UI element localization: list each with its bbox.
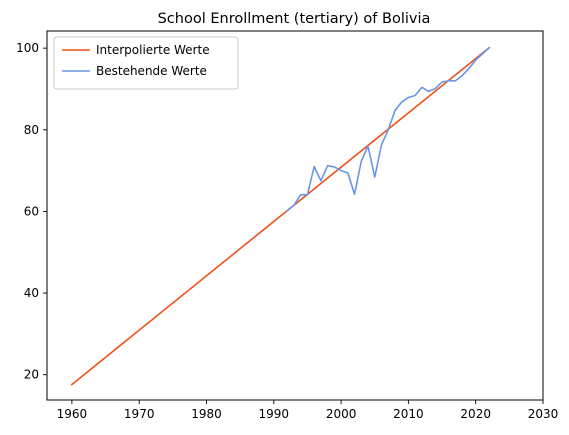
y-tick-label: 80 [24,123,39,137]
y-tick-label: 100 [16,41,39,55]
x-tick-label: 1990 [259,407,290,421]
legend-label-0: Interpolierte Werte [96,43,210,57]
y-tick-label: 40 [24,286,39,300]
x-tick-label: 1970 [124,407,155,421]
legend-label-1: Bestehende Werte [96,64,207,78]
legend-box [53,36,239,90]
x-axis: 1960 1970 1980 1990 2000 2010 2020 2030 [57,400,559,421]
x-tick-label: 2030 [528,407,559,421]
series-line-0 [70,46,491,386]
x-tick-label: 2000 [326,407,357,421]
series-line-1 [286,46,491,212]
chart-title: School Enrollment (tertiary) of Bolivia [158,11,431,27]
legend: Interpolierte Werte Bestehende Werte [53,36,239,90]
plot-lines [70,46,491,386]
y-tick-label: 60 [24,204,39,218]
y-tick-label: 20 [24,368,39,382]
x-tick-label: 2010 [393,407,424,421]
y-axis: 20 40 60 80 100 [16,41,47,382]
x-tick-label: 1980 [191,407,222,421]
x-tick-label: 1960 [57,407,88,421]
x-tick-label: 2020 [460,407,491,421]
plot-frame [46,30,544,401]
